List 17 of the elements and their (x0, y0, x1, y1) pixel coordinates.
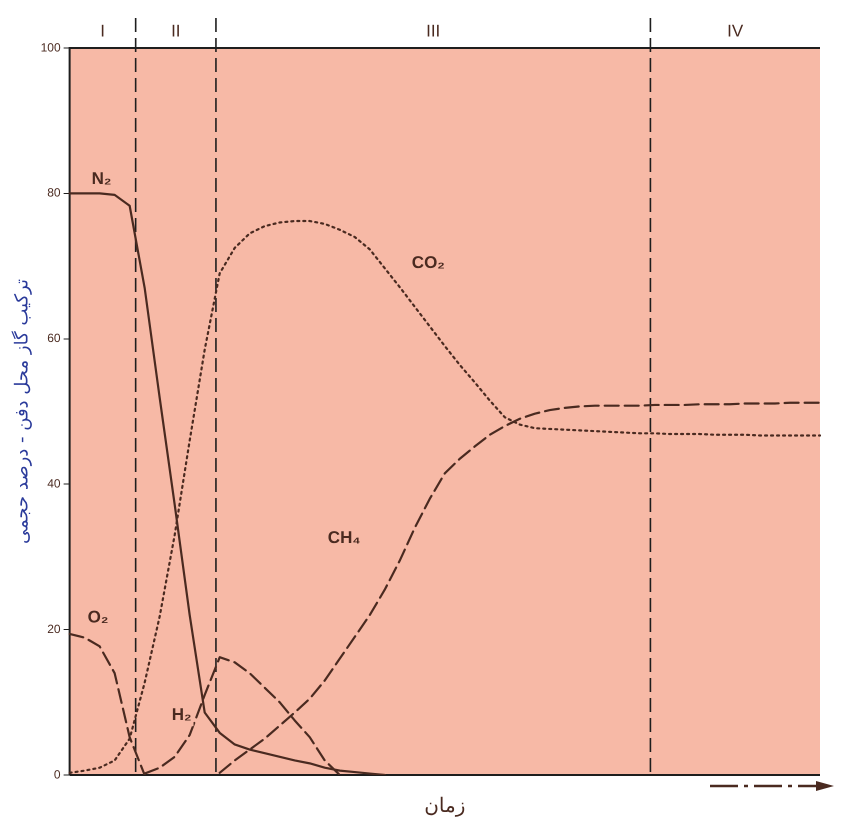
text: IV (727, 22, 744, 41)
y-tick-label: 40 (47, 476, 61, 491)
y-tick-label: 0 (54, 767, 61, 782)
series-label: N₂ (92, 169, 112, 188)
y-axis-title: ترکیب گاز محل دفن - درصد حجمی (10, 279, 32, 544)
series-label: H₂ (172, 704, 192, 724)
y-tick-label: 100 (40, 40, 61, 54)
series-label: O₂ (88, 608, 108, 627)
y-tick-label: 60 (47, 331, 61, 346)
y-tick-label: 20 (47, 622, 61, 636)
text: I (100, 22, 106, 41)
y-tick-label: 80 (47, 186, 61, 200)
text: III (426, 22, 440, 41)
text: CH₄ (328, 528, 360, 548)
text: II (171, 22, 181, 41)
x-axis-title: زمان (424, 793, 466, 818)
series-label: CO₂ (412, 252, 445, 272)
